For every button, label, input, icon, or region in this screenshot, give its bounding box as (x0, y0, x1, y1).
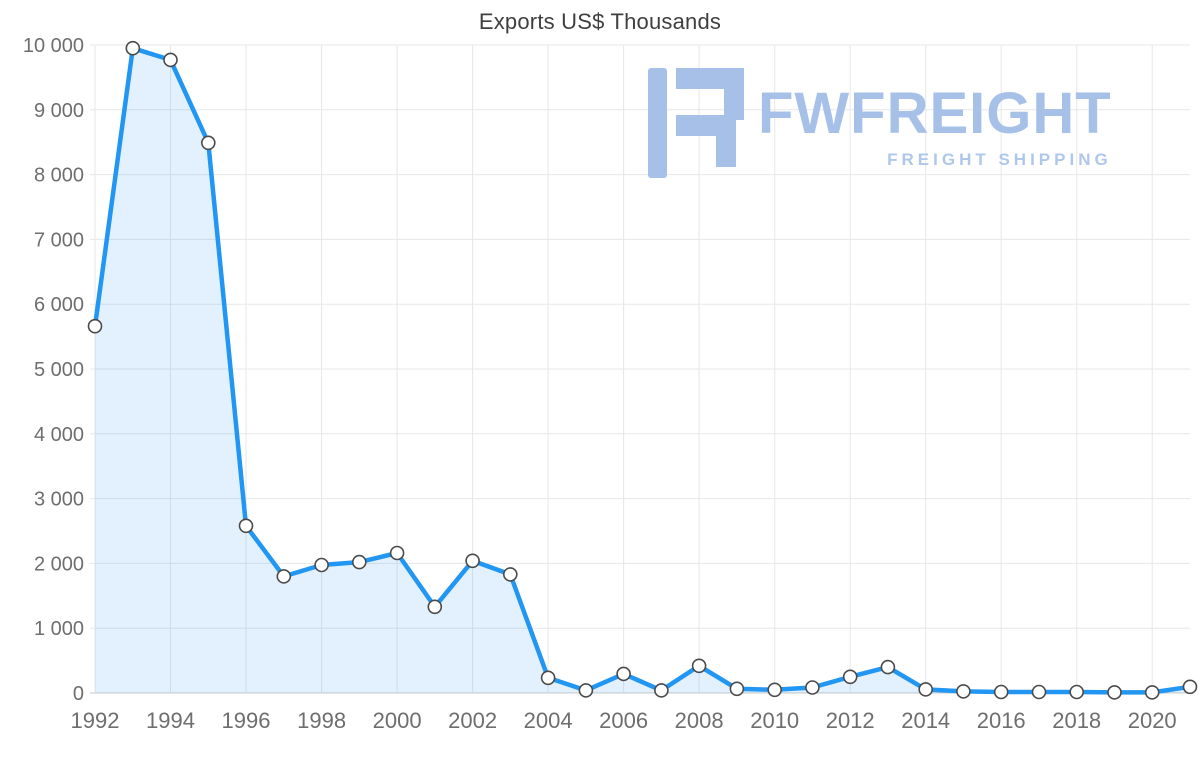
x-axis-tick-label: 2004 (524, 708, 573, 733)
x-axis-tick-label: 1994 (146, 708, 195, 733)
data-point-1992[interactable] (87, 318, 103, 334)
x-axis-tick-label: 2012 (826, 708, 875, 733)
data-point-2004[interactable] (540, 670, 556, 686)
x-axis-tick-label: 2020 (1128, 708, 1177, 733)
x-axis-tick-label: 1998 (297, 708, 346, 733)
x-axis-tick-label: 2008 (675, 708, 724, 733)
data-point-1994[interactable] (163, 52, 178, 68)
data-point-2017[interactable] (1031, 684, 1047, 700)
data-point-2008[interactable] (691, 658, 707, 674)
data-point-1999[interactable] (351, 554, 367, 570)
data-point-2007[interactable] (654, 683, 669, 698)
y-axis-tick-label: 9 000 (34, 100, 84, 122)
data-point-2016[interactable] (993, 684, 1009, 700)
y-axis-tick-label: 6 000 (34, 294, 84, 316)
data-point-2018[interactable] (1069, 684, 1084, 700)
data-point-2010[interactable] (767, 682, 783, 698)
data-point-1993[interactable] (125, 40, 141, 56)
y-axis-tick-label: 2 000 (34, 553, 84, 575)
y-axis-tick-label: 5 000 (34, 359, 84, 381)
x-axis-tick-label: 2000 (373, 708, 422, 733)
data-point-2005[interactable] (578, 683, 594, 698)
y-axis-tick-label: 7 000 (34, 229, 84, 251)
data-point-2014[interactable] (918, 682, 934, 697)
data-point-2015[interactable] (956, 684, 971, 699)
data-point-2002[interactable] (465, 553, 480, 569)
x-axis-tick-label: 1996 (222, 708, 271, 733)
data-point-2021[interactable] (1182, 679, 1198, 695)
x-axis-tick-label: 1992 (71, 708, 120, 733)
y-axis-tick-label: 1 000 (34, 618, 84, 640)
x-axis-tick-label: 2002 (448, 708, 497, 733)
data-point-2001[interactable] (427, 599, 443, 615)
data-point-2019[interactable] (1107, 685, 1122, 700)
data-point-2000[interactable] (389, 545, 405, 561)
data-point-1995[interactable] (201, 135, 216, 151)
x-axis-tick-label: 2006 (599, 708, 648, 733)
y-axis-tick-label: 4 000 (34, 424, 84, 446)
x-axis-tick-label: 2018 (1052, 708, 1101, 733)
data-point-2012[interactable] (842, 669, 858, 685)
y-axis-tick-label: 8 000 (34, 165, 84, 187)
data-point-2011[interactable] (805, 680, 820, 695)
data-point-1998[interactable] (314, 557, 329, 573)
y-axis-tick-label: 0 (73, 683, 84, 705)
data-point-2013[interactable] (880, 659, 896, 675)
data-point-2003[interactable] (502, 567, 518, 582)
series-area-fill (95, 48, 1190, 693)
x-axis-tick-label: 2010 (750, 708, 799, 733)
data-point-1996[interactable] (238, 518, 254, 534)
data-point-2006[interactable] (616, 666, 631, 682)
data-point-1997[interactable] (276, 569, 292, 584)
data-point-2020[interactable] (1144, 685, 1160, 700)
x-axis-tick-label: 2014 (901, 708, 950, 733)
data-point-2009[interactable] (729, 681, 745, 697)
chart-title: Exports US$ Thousands (478, 9, 722, 34)
x-axis-tick-label: 2016 (977, 708, 1026, 733)
y-axis-tick-label: 10 000 (23, 35, 84, 57)
y-axis-tick-label: 3 000 (34, 489, 84, 511)
